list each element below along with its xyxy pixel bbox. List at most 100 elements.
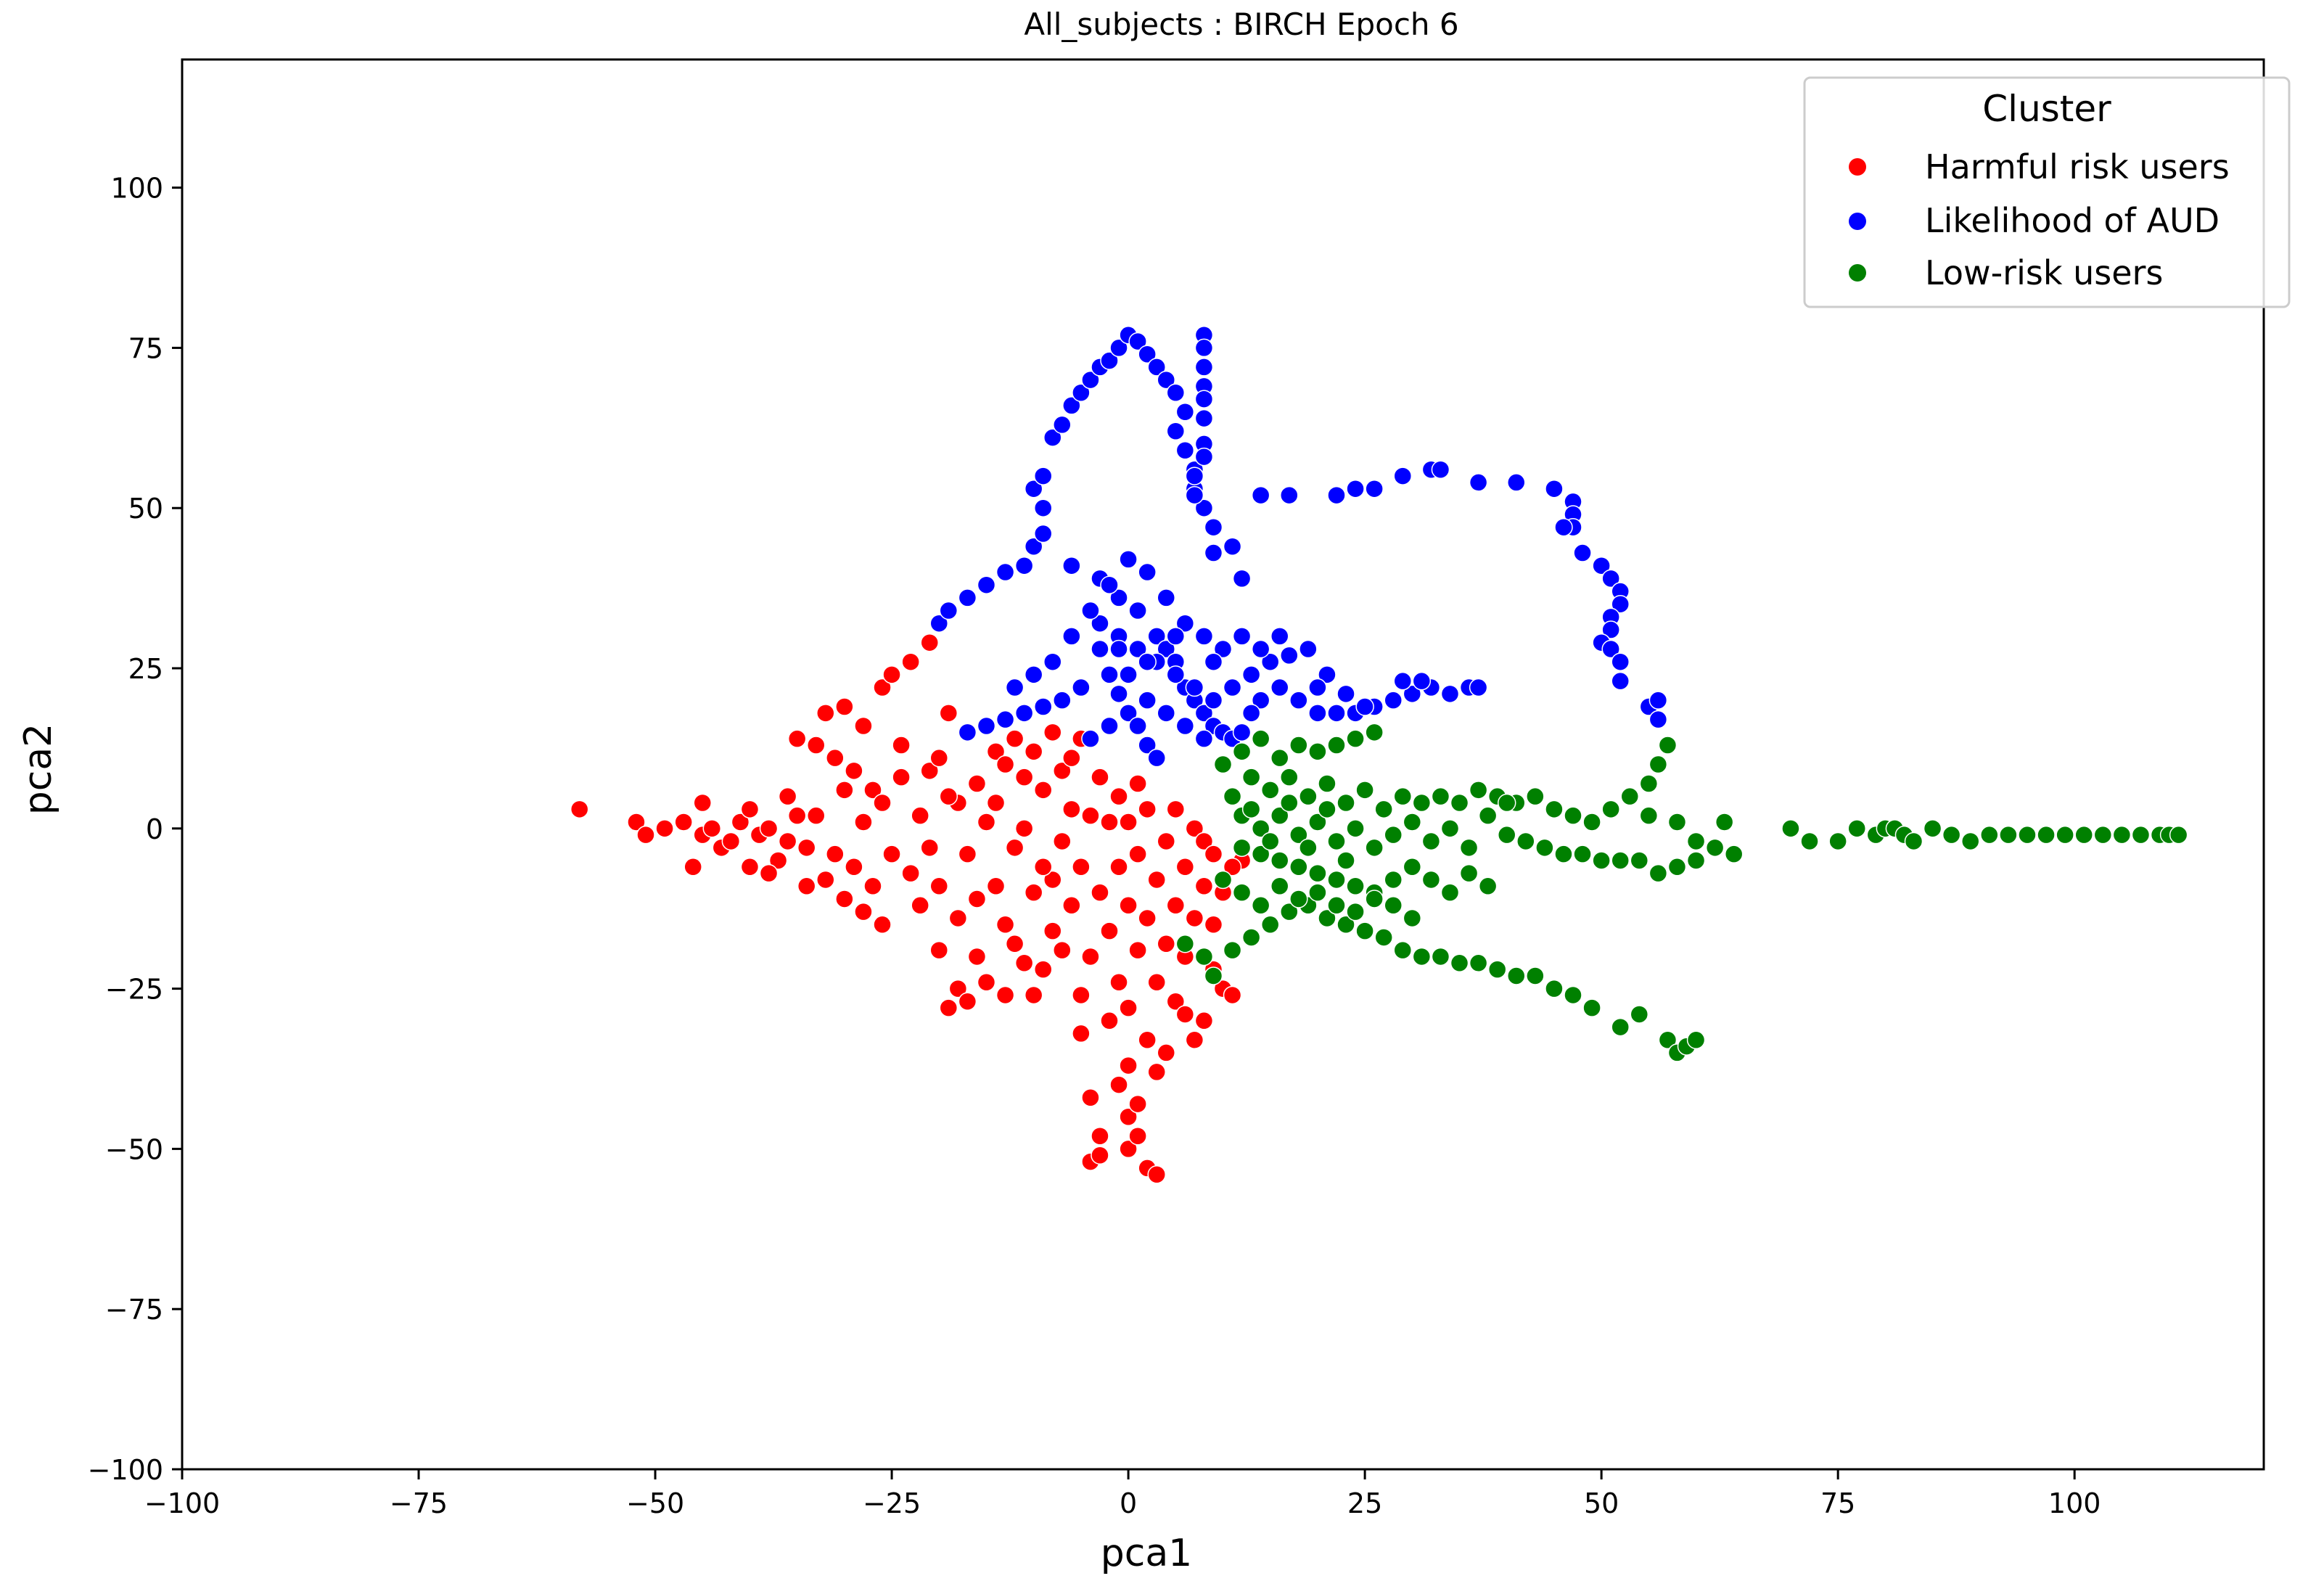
point-s2-98 bbox=[1630, 1005, 1649, 1024]
point-s2-39 bbox=[1686, 851, 1706, 870]
point-s1-78 bbox=[1384, 691, 1403, 710]
legend-marker-harmful bbox=[1849, 158, 1866, 176]
point-s1-129 bbox=[1251, 691, 1270, 710]
legend-label-lowrisk: Low-risk users bbox=[1925, 253, 2163, 292]
point-s1-138 bbox=[1213, 639, 1233, 659]
point-s0-146 bbox=[1157, 935, 1176, 953]
point-s1-105 bbox=[1138, 736, 1157, 755]
point-s0-24 bbox=[835, 697, 854, 716]
point-s2-143 bbox=[1223, 787, 1242, 806]
point-s1-41 bbox=[1185, 467, 1204, 485]
y-tick-label: −100 bbox=[88, 1454, 163, 1486]
point-s0-18 bbox=[797, 838, 816, 858]
point-s0-72 bbox=[1166, 992, 1186, 1011]
point-s1-157 bbox=[1166, 627, 1186, 646]
point-s1-81 bbox=[1440, 684, 1460, 704]
point-s1-144 bbox=[1062, 627, 1081, 646]
point-s2-145 bbox=[1260, 832, 1280, 851]
point-s2-14 bbox=[1336, 793, 1355, 813]
point-s2-115 bbox=[1270, 806, 1289, 825]
point-s0-112 bbox=[1005, 729, 1025, 748]
point-s2-12 bbox=[1299, 787, 1318, 806]
point-s2-79 bbox=[1260, 915, 1280, 935]
point-s0-148 bbox=[1166, 896, 1186, 915]
point-s2-20 bbox=[1450, 793, 1469, 813]
point-s1-135 bbox=[1270, 627, 1289, 646]
point-s0-69 bbox=[1147, 1165, 1166, 1184]
point-s0-32 bbox=[892, 736, 911, 755]
point-s0-47 bbox=[1005, 935, 1025, 953]
point-s2-30 bbox=[1639, 774, 1659, 793]
point-s1-14 bbox=[1072, 383, 1091, 403]
point-s0-5 bbox=[683, 858, 702, 876]
point-s1-132 bbox=[1308, 678, 1327, 697]
point-s0-44 bbox=[977, 973, 996, 992]
point-s1-30 bbox=[1194, 498, 1214, 517]
legend-marker-aud bbox=[1849, 213, 1866, 230]
point-s2-13 bbox=[1318, 774, 1336, 793]
point-s0-54 bbox=[1072, 985, 1091, 1005]
point-s1-85 bbox=[1412, 671, 1432, 691]
point-s2-85 bbox=[1374, 928, 1393, 947]
point-s2-121 bbox=[1384, 825, 1403, 845]
point-s0-23 bbox=[835, 890, 854, 908]
point-s0-111 bbox=[1005, 838, 1025, 858]
point-s0-120 bbox=[1043, 723, 1062, 742]
point-s0-55 bbox=[1072, 1024, 1091, 1043]
point-s1-89 bbox=[1128, 601, 1147, 620]
point-s2-11 bbox=[1280, 768, 1299, 787]
point-s1-120 bbox=[1204, 691, 1223, 710]
point-s2-58 bbox=[1904, 832, 1923, 851]
point-s1-140 bbox=[1138, 562, 1157, 582]
point-s0-67 bbox=[1128, 1126, 1147, 1146]
point-s2-148 bbox=[1318, 800, 1336, 819]
point-s1-44 bbox=[1232, 569, 1252, 588]
point-s2-119 bbox=[1346, 819, 1365, 838]
point-s0-73 bbox=[1175, 1005, 1195, 1024]
point-s0-38 bbox=[939, 998, 958, 1017]
point-s2-132 bbox=[1289, 890, 1308, 908]
point-s0-28 bbox=[863, 781, 882, 800]
point-s0-20 bbox=[816, 870, 835, 890]
point-s1-12 bbox=[1053, 415, 1072, 435]
point-s2-80 bbox=[1280, 902, 1299, 921]
point-s2-146 bbox=[1280, 793, 1299, 813]
point-s1-53 bbox=[1469, 473, 1488, 492]
point-s0-97 bbox=[929, 748, 949, 768]
point-s0-66 bbox=[1128, 1094, 1147, 1114]
point-s1-22 bbox=[1147, 358, 1166, 377]
point-s0-80 bbox=[693, 793, 712, 813]
x-axis-label: pca1 bbox=[1101, 1532, 1193, 1575]
point-s0-124 bbox=[1062, 748, 1081, 768]
point-s2-94 bbox=[1545, 979, 1564, 998]
point-s1-136 bbox=[1175, 614, 1195, 633]
point-s0-87 bbox=[835, 781, 854, 800]
point-s0-143 bbox=[1138, 800, 1157, 819]
point-s1-4 bbox=[995, 562, 1015, 582]
point-s2-108 bbox=[1308, 863, 1327, 883]
point-s0-10 bbox=[731, 813, 750, 832]
point-s0-1 bbox=[627, 813, 646, 832]
point-s1-155 bbox=[1138, 652, 1157, 671]
point-s0-95 bbox=[911, 806, 929, 825]
point-s2-142 bbox=[1478, 876, 1498, 896]
point-s0-119 bbox=[1043, 921, 1062, 940]
point-s0-105 bbox=[977, 813, 996, 832]
point-s0-4 bbox=[674, 813, 693, 832]
y-tick-label: 50 bbox=[128, 493, 163, 525]
point-s0-27 bbox=[854, 716, 873, 736]
point-s1-158 bbox=[1204, 652, 1223, 671]
point-s0-94 bbox=[901, 863, 920, 883]
point-s2-10 bbox=[1260, 781, 1280, 800]
point-s1-21 bbox=[1138, 345, 1157, 364]
point-s0-108 bbox=[986, 793, 1006, 813]
point-s1-159 bbox=[1241, 704, 1261, 723]
point-s2-42 bbox=[1630, 851, 1649, 870]
point-s1-139 bbox=[1157, 588, 1176, 607]
point-s2-131 bbox=[1270, 876, 1289, 896]
point-s2-135 bbox=[1346, 902, 1365, 921]
point-s1-151 bbox=[1194, 729, 1214, 748]
point-s0-90 bbox=[863, 876, 882, 896]
point-s2-9 bbox=[1241, 768, 1261, 787]
point-s1-100 bbox=[1091, 639, 1109, 659]
